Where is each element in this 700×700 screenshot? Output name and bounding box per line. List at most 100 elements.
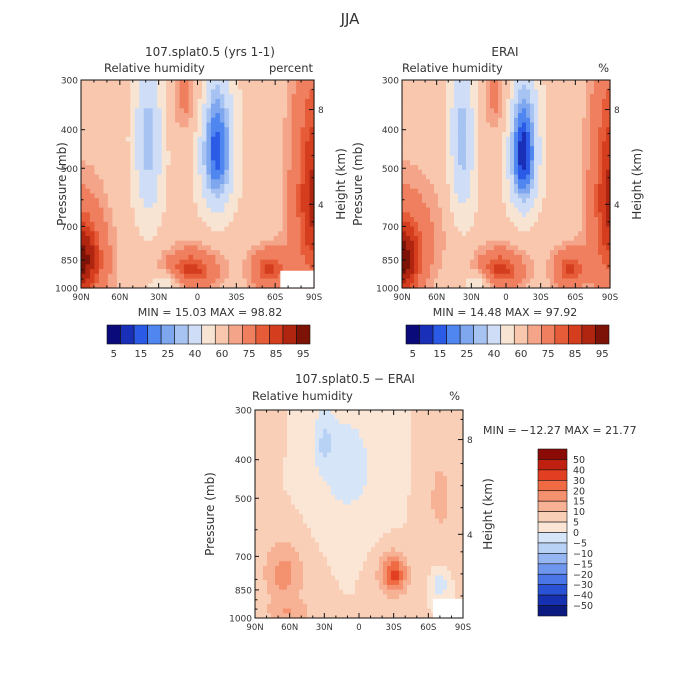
contour-cell [201,84,208,91]
contour-cell [197,217,203,223]
contour-cell [309,259,315,265]
contour-cell [426,226,431,232]
contour-cell [490,89,495,95]
contour-cell [287,250,293,256]
contour-cell [546,269,551,275]
contour-cell [582,146,587,152]
contour-cell [570,132,575,138]
colorbar-swatch [214,324,230,345]
contour-cell [550,103,555,109]
contour-cell [89,259,96,265]
contour-cell [582,179,587,185]
contour-cell [255,202,261,209]
contour-cell [454,202,459,209]
contour-cell [534,160,539,166]
contour-cell [446,113,451,119]
contour-cell [434,122,439,128]
contour-cell [175,184,181,190]
contour-cell [193,254,199,261]
contour-cell [323,414,328,421]
contour-cell [530,278,535,284]
contour-cell [486,269,491,275]
contour-cell [430,226,435,232]
contour-cell [170,245,176,251]
contour-cell [296,127,302,133]
contour-cell [482,250,487,256]
contour-cell [458,236,463,242]
contour-cell [219,245,225,251]
contour-cell [278,179,284,185]
contour-cell [264,84,270,91]
contour-cell [379,419,384,425]
contour-cell [287,231,293,237]
contour-cell [98,273,104,280]
contour-cell [578,146,583,152]
contour-cell [426,113,431,119]
contour-cell [215,113,221,119]
contour-cell [278,226,284,232]
contour-cell [269,193,275,199]
contour-cell [462,188,467,195]
contour-cell [586,117,591,124]
contour-cell [598,132,603,138]
contour-cell [273,250,279,256]
contour-cell [291,141,297,147]
contour-cell [148,283,154,289]
contour-cell [554,179,559,185]
contour-cell [446,127,451,133]
contour-cell [143,80,149,86]
contour-cell [193,160,199,166]
contour-cell [442,283,447,289]
contour-cell [139,217,145,223]
contour-cell [530,250,535,256]
contour-cell [319,424,324,430]
contour-cell [478,202,483,209]
contour-cell [454,155,459,161]
contour-cell [570,250,575,256]
contour-cell [422,259,427,265]
contour-cell [98,198,104,204]
contour-cell [410,146,415,152]
contour-cell [170,98,176,105]
x-tick-label: 90S [602,293,618,303]
contour-cell [309,94,315,100]
contour-cell [554,103,559,109]
contour-cell [462,155,467,161]
contour-cell [534,150,539,157]
contour-cell [586,169,591,176]
contour-cell [166,160,172,166]
contour-cell [98,98,104,105]
contour-cell [201,174,208,180]
contour-cell [201,117,208,124]
contour-cell [130,217,136,223]
contour-cell [246,217,252,223]
contour-cell [502,132,507,138]
contour-cell [139,188,145,195]
contour-cell [170,250,176,256]
contour-cell [184,198,190,204]
contour-cell [279,410,284,416]
colorbar-swatch [527,324,542,345]
contour-cell [309,264,315,270]
contour-cell [246,278,252,284]
contour-cell [506,155,511,161]
contour-cell [291,226,297,232]
contour-cell [175,165,181,171]
contour-cell [570,283,575,289]
contour-cell [566,273,571,280]
contour-cell [450,259,455,265]
contour-cell [490,207,495,213]
contour-cell [562,259,567,265]
contour-cell [170,236,176,242]
contour-cell [215,122,221,128]
contour-cell [510,231,515,237]
contour-cell [134,94,140,100]
contour-cell [426,80,431,86]
contour-cell [538,98,543,105]
contour-cell [442,273,447,280]
contour-cell [470,264,475,270]
contour-cell [478,80,483,86]
contour-cell [219,240,225,247]
contour-cell [454,146,459,152]
contour-cell [152,80,158,86]
